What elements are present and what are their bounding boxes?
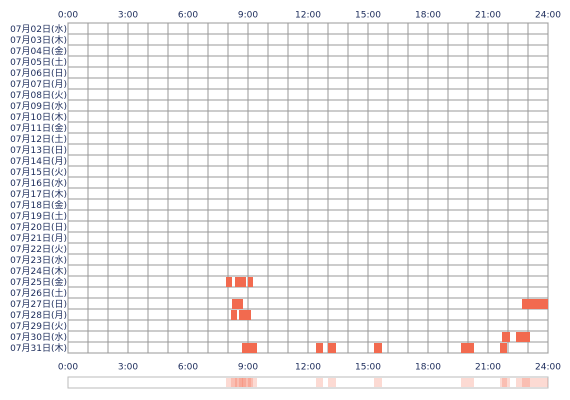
activity-bar	[226, 277, 232, 287]
x-tick-label: 18:00	[415, 363, 441, 373]
row-label: 07月12日(土)	[10, 133, 67, 145]
x-tick-label: 9:00	[238, 11, 258, 21]
activity-bar	[235, 277, 246, 287]
row-label: 07月07日(月)	[10, 79, 67, 90]
row-label: 07月25日(金)	[10, 276, 67, 288]
row-label: 07月21日(月)	[10, 233, 67, 244]
x-tick-label: 15:00	[355, 11, 381, 21]
x-tick-label: 21:00	[475, 11, 501, 21]
row-label: 07月31日(木)	[10, 342, 67, 354]
x-tick-label: 3:00	[118, 363, 138, 373]
x-tick-label: 12:00	[295, 11, 321, 21]
summary-mark	[374, 378, 382, 387]
activity-bar	[500, 343, 507, 353]
row-label: 07月23日(水)	[10, 254, 67, 266]
row-label: 07月19日(土)	[10, 210, 67, 222]
row-label: 07月22日(火)	[10, 244, 67, 255]
summary-mark	[239, 378, 251, 387]
row-label: 07月13日(日)	[10, 145, 67, 156]
x-tick-label: 18:00	[415, 11, 441, 21]
summary-mark	[232, 378, 243, 387]
summary-mark	[500, 378, 507, 387]
row-label: 07月04日(金)	[10, 45, 67, 57]
x-tick-label: 24:00	[535, 11, 561, 21]
activity-bar	[374, 343, 382, 353]
x-tick-label: 24:00	[535, 363, 561, 373]
summary-strip	[67, 376, 549, 389]
row-label: 07月08日(火)	[10, 90, 67, 101]
row-label: 07月24日(木)	[10, 265, 67, 277]
x-tick-label: 12:00	[295, 363, 321, 373]
summary-mark	[328, 378, 336, 387]
activity-bar	[239, 310, 251, 320]
x-tick-label: 9:00	[238, 363, 258, 373]
x-tick-label: 3:00	[118, 11, 138, 21]
row-label: 07月27日(日)	[10, 299, 67, 310]
x-tick-label: 21:00	[475, 363, 501, 373]
activity-bar	[502, 332, 510, 342]
row-label: 07月16日(水)	[10, 177, 67, 189]
row-label: 07月18日(金)	[10, 199, 67, 211]
summary-mark	[242, 378, 257, 387]
row-label: 07月28日(月)	[10, 310, 67, 321]
row-label: 07月10日(木)	[10, 111, 67, 123]
x-tick-label: 6:00	[178, 363, 198, 373]
row-label: 07月29日(火)	[10, 321, 67, 332]
row-label: 07月05日(土)	[10, 56, 67, 68]
x-tick-label: 6:00	[178, 11, 198, 21]
row-label: 07月02日(水)	[10, 23, 67, 35]
activity-bar	[232, 299, 243, 309]
activity-bar	[461, 343, 474, 353]
summary-mark	[502, 378, 510, 387]
row-label: 07月09日(水)	[10, 100, 67, 112]
row-label: 07月26日(土)	[10, 287, 67, 299]
row-label: 07月06日(日)	[10, 68, 67, 79]
row-label: 07月11日(金)	[10, 122, 67, 134]
summary-mark	[235, 378, 246, 387]
row-label: 07月20日(日)	[10, 222, 67, 233]
row-label: 07月15日(火)	[10, 167, 67, 178]
activity-bar	[516, 332, 530, 342]
row-label: 07月30日(水)	[10, 331, 67, 343]
activity-bar	[242, 343, 257, 353]
row-label: 07月14日(月)	[10, 156, 67, 167]
x-tick-label: 0:00	[58, 11, 78, 21]
activity-bar	[248, 277, 253, 287]
activity-bar	[231, 310, 237, 320]
summary-mark	[248, 378, 253, 387]
summary-mark	[461, 378, 474, 387]
summary-mark	[316, 378, 323, 387]
summary-mark	[516, 378, 530, 387]
summary-mark	[226, 378, 232, 387]
activity-bar	[316, 343, 323, 353]
activity-bar	[328, 343, 336, 353]
activity-bar	[522, 299, 548, 309]
x-tick-label: 15:00	[355, 363, 381, 373]
x-tick-label: 0:00	[58, 363, 78, 373]
row-label: 07月03日(木)	[10, 34, 67, 46]
summary-mark	[231, 378, 237, 387]
summary-mark	[522, 378, 548, 387]
row-label: 07月17日(木)	[10, 188, 67, 200]
